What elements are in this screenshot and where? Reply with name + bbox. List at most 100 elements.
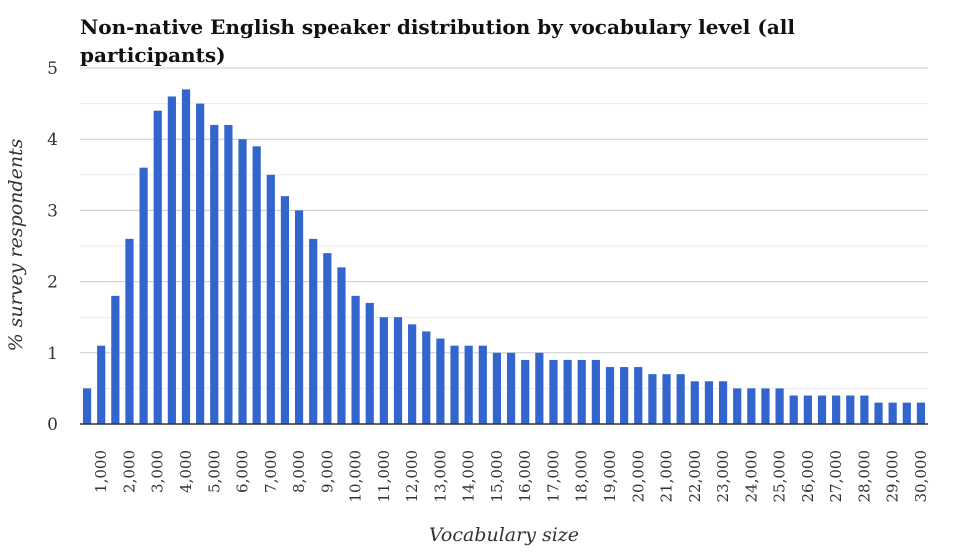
- x-tick-label: 27,000: [827, 450, 845, 503]
- bar: [337, 267, 346, 424]
- x-tick-label: 16,000: [516, 450, 534, 503]
- x-axis-ticks: 1,000 2,000 3,000 4,000 5,000 6,000 7,000 8,000…: [92, 450, 930, 503]
- bar: [591, 359, 600, 424]
- x-tick-label: 26,000: [799, 450, 817, 503]
- y-axis-label: % survey respondents: [5, 138, 27, 351]
- bar: [450, 345, 459, 424]
- x-tick-label: 17,000: [544, 450, 562, 503]
- x-tick-label: 13,000: [431, 450, 449, 503]
- y-tick-label: 5: [47, 59, 58, 79]
- bar: [224, 124, 233, 425]
- x-tick-label: 10,000: [347, 450, 365, 503]
- bar: [690, 381, 699, 424]
- x-tick-label: 15,000: [488, 450, 506, 503]
- x-tick-label: 30,000: [912, 450, 930, 503]
- x-tick-label: 9,000: [318, 450, 336, 493]
- x-axis-label: Vocabulary size: [429, 524, 579, 546]
- bar: [167, 96, 176, 424]
- bar: [704, 381, 714, 424]
- bar: [210, 124, 219, 425]
- bar: [902, 402, 911, 424]
- bar: [817, 395, 827, 424]
- bar: [535, 352, 544, 424]
- y-tick-label: 3: [47, 201, 58, 221]
- bar: [916, 402, 926, 424]
- x-tick-label: 6,000: [234, 450, 252, 493]
- chart-title-line-1: Non-native English speaker distribution …: [80, 15, 795, 39]
- bar: [365, 302, 374, 424]
- bar: [111, 295, 120, 424]
- bar: [238, 139, 247, 424]
- x-tick-label: 19,000: [601, 450, 619, 503]
- bar: [351, 295, 360, 424]
- x-tick-label: 11,000: [375, 450, 393, 503]
- bar: [775, 388, 784, 424]
- y-tick-label: 4: [47, 130, 58, 150]
- bar: [379, 317, 388, 424]
- x-tick-label: 12,000: [403, 450, 421, 503]
- bar: [676, 374, 685, 424]
- bar: [718, 381, 728, 424]
- bar: [803, 395, 812, 424]
- x-tick-label: 8,000: [290, 450, 308, 493]
- x-tick-label: 25,000: [771, 450, 789, 503]
- bar: [874, 402, 883, 424]
- x-tick-label: 3,000: [149, 450, 167, 493]
- bar: [846, 395, 855, 424]
- bar: [577, 359, 586, 424]
- bar: [888, 402, 897, 424]
- bar: [125, 238, 134, 424]
- y-tick-label: 1: [47, 344, 58, 364]
- bar: [662, 374, 671, 424]
- x-tick-label: 21,000: [658, 450, 676, 503]
- x-tick-label: 28,000: [855, 450, 873, 503]
- x-tick-label: 7,000: [262, 450, 280, 493]
- x-tick-label: 2,000: [120, 450, 138, 493]
- bar: [478, 345, 487, 424]
- bar: [747, 388, 756, 424]
- bar: [605, 367, 615, 424]
- bar: [139, 167, 148, 424]
- x-tick-label: 14,000: [460, 450, 478, 503]
- bar: [82, 388, 92, 424]
- bar: [860, 395, 869, 424]
- x-tick-label: 4,000: [177, 450, 195, 493]
- y-axis-ticks: 0 1 2 3 4 5: [47, 59, 58, 435]
- bar: [280, 196, 290, 424]
- bar: [266, 174, 275, 424]
- x-tick-label: 18,000: [573, 450, 591, 503]
- bar: [252, 146, 261, 424]
- bar: [634, 367, 643, 424]
- bar: [648, 374, 657, 424]
- y-tick-label: 2: [47, 273, 58, 293]
- bar: [464, 345, 473, 424]
- x-tick-label: 1,000: [92, 450, 110, 493]
- x-tick-label: 23,000: [714, 450, 732, 503]
- y-tick-label: 0: [47, 415, 58, 435]
- bar: [153, 110, 162, 424]
- x-tick-label: 29,000: [884, 450, 902, 503]
- bar: [549, 359, 558, 424]
- bar: [832, 395, 841, 424]
- bar: [181, 89, 191, 425]
- gridlines: [80, 67, 928, 389]
- bars: [82, 89, 926, 425]
- bar: [761, 388, 770, 424]
- chart-title-line-2: participants): [80, 43, 226, 67]
- bar: [620, 367, 629, 424]
- bar: [393, 317, 403, 424]
- x-tick-label: 5,000: [205, 450, 223, 493]
- bar: [196, 103, 205, 424]
- x-tick-label: 22,000: [686, 450, 704, 503]
- bar: [408, 324, 417, 424]
- bar: [309, 238, 318, 424]
- bar: [506, 352, 516, 424]
- bar: [789, 395, 798, 424]
- bar: [436, 338, 445, 424]
- bar: [733, 388, 742, 424]
- bar: [492, 352, 502, 424]
- x-tick-label: 20,000: [629, 450, 647, 503]
- bar: [97, 345, 106, 424]
- bar: [294, 210, 304, 424]
